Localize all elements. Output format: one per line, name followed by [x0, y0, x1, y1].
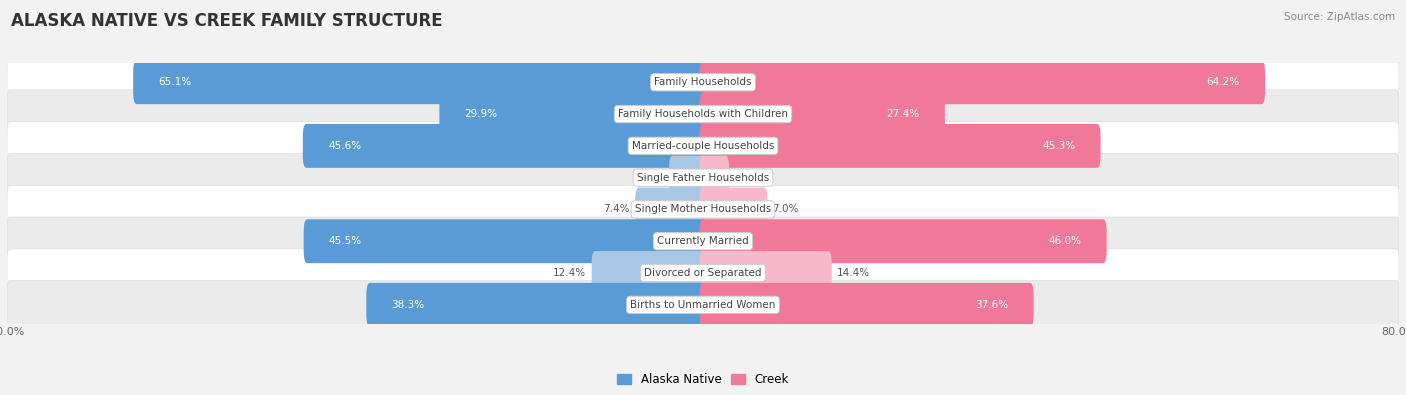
FancyBboxPatch shape: [700, 251, 832, 295]
Text: 7.0%: 7.0%: [773, 205, 799, 214]
Text: 3.5%: 3.5%: [637, 173, 664, 182]
FancyBboxPatch shape: [636, 188, 706, 231]
FancyBboxPatch shape: [367, 283, 706, 327]
FancyBboxPatch shape: [134, 60, 706, 104]
Text: 46.0%: 46.0%: [1049, 236, 1081, 246]
Text: 29.9%: 29.9%: [464, 109, 498, 119]
FancyBboxPatch shape: [440, 92, 706, 136]
FancyBboxPatch shape: [7, 281, 1399, 329]
Text: ALASKA NATIVE VS CREEK FAMILY STRUCTURE: ALASKA NATIVE VS CREEK FAMILY STRUCTURE: [11, 12, 443, 30]
FancyBboxPatch shape: [7, 185, 1399, 233]
FancyBboxPatch shape: [700, 219, 1107, 263]
Text: Currently Married: Currently Married: [657, 236, 749, 246]
Text: Family Households: Family Households: [654, 77, 752, 87]
FancyBboxPatch shape: [302, 124, 706, 168]
FancyBboxPatch shape: [700, 60, 1265, 104]
FancyBboxPatch shape: [669, 156, 706, 199]
Text: Source: ZipAtlas.com: Source: ZipAtlas.com: [1284, 12, 1395, 22]
FancyBboxPatch shape: [700, 124, 1101, 168]
FancyBboxPatch shape: [700, 283, 1033, 327]
Text: 37.6%: 37.6%: [976, 300, 1008, 310]
Text: 45.3%: 45.3%: [1042, 141, 1076, 151]
FancyBboxPatch shape: [700, 156, 730, 199]
Text: 64.2%: 64.2%: [1206, 77, 1240, 87]
FancyBboxPatch shape: [700, 188, 768, 231]
FancyBboxPatch shape: [7, 122, 1399, 170]
Text: 2.6%: 2.6%: [734, 173, 761, 182]
Legend: Alaska Native, Creek: Alaska Native, Creek: [613, 369, 793, 391]
Text: 65.1%: 65.1%: [159, 77, 191, 87]
FancyBboxPatch shape: [7, 90, 1399, 138]
Text: 12.4%: 12.4%: [554, 268, 586, 278]
Text: 45.6%: 45.6%: [328, 141, 361, 151]
Text: 7.4%: 7.4%: [603, 205, 630, 214]
Text: Single Father Households: Single Father Households: [637, 173, 769, 182]
Text: 38.3%: 38.3%: [391, 300, 425, 310]
FancyBboxPatch shape: [700, 92, 945, 136]
FancyBboxPatch shape: [7, 154, 1399, 202]
Text: Married-couple Households: Married-couple Households: [631, 141, 775, 151]
Text: Single Mother Households: Single Mother Households: [636, 205, 770, 214]
FancyBboxPatch shape: [7, 249, 1399, 297]
Text: 14.4%: 14.4%: [837, 268, 870, 278]
Text: Divorced or Separated: Divorced or Separated: [644, 268, 762, 278]
FancyBboxPatch shape: [7, 217, 1399, 265]
Text: Family Households with Children: Family Households with Children: [619, 109, 787, 119]
FancyBboxPatch shape: [7, 58, 1399, 106]
FancyBboxPatch shape: [592, 251, 706, 295]
Text: 27.4%: 27.4%: [887, 109, 920, 119]
Text: 45.5%: 45.5%: [329, 236, 361, 246]
FancyBboxPatch shape: [304, 219, 706, 263]
Text: Births to Unmarried Women: Births to Unmarried Women: [630, 300, 776, 310]
